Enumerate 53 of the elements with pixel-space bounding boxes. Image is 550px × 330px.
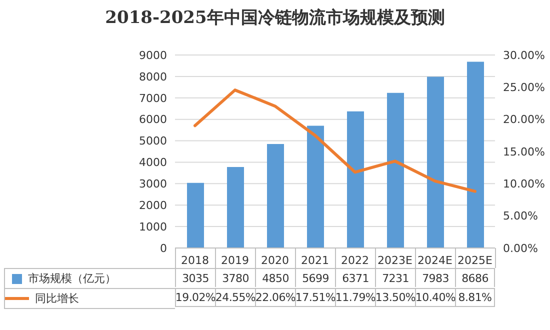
data-label: 8686 xyxy=(455,268,495,287)
data-label: 11.79% xyxy=(335,288,376,307)
bar xyxy=(347,111,364,248)
bar xyxy=(387,92,404,248)
chart-title: 2018-2025年中国冷链物流市场规模及预测 xyxy=(104,7,446,29)
y2-tick-label: 25.00% xyxy=(503,81,545,94)
x-tick-label: 2025E xyxy=(458,254,493,267)
data-label: 24.55% xyxy=(215,288,256,307)
data-label: 3780 xyxy=(215,268,255,287)
data-label: 22.06% xyxy=(255,288,296,307)
x-tick-label: 2020 xyxy=(261,254,289,267)
y-tick-label: 7000 xyxy=(139,92,167,105)
x-tick-label: 2024E xyxy=(418,254,453,267)
y-tick-label: 8000 xyxy=(139,70,167,84)
bar xyxy=(467,62,484,248)
data-label: 19.02% xyxy=(175,288,216,307)
y-tick-label: 3000 xyxy=(139,178,167,191)
y-tick-label: 5000 xyxy=(139,134,167,148)
y2-tick-label: 0.00% xyxy=(503,242,538,255)
y2-tick-label: 30.00% xyxy=(503,48,545,62)
bar xyxy=(187,182,204,248)
x-tick-label: 2021 xyxy=(301,254,329,267)
x-tick-label: 2023E xyxy=(378,254,413,267)
legend-label: 同比增长 xyxy=(35,291,79,306)
y-tick-label: 6000 xyxy=(139,113,167,126)
bar xyxy=(427,76,444,248)
x-tick-label: 2019 xyxy=(221,254,249,267)
line-series xyxy=(194,88,476,193)
bar xyxy=(307,126,324,248)
bar xyxy=(227,166,244,248)
data-label: 7231 xyxy=(375,268,415,287)
x-tick-label: 2022 xyxy=(341,254,369,267)
y-tick-label: 2000 xyxy=(139,199,167,212)
bar xyxy=(267,144,284,248)
data-label: 8.81% xyxy=(455,288,495,307)
y-tick-label: 4000 xyxy=(139,156,167,170)
y2-tick-label: 20.00% xyxy=(503,113,545,126)
y-tick-label: 0 xyxy=(160,242,167,255)
y-tick-label: 1000 xyxy=(139,220,167,234)
data-label: 17.51% xyxy=(295,288,336,307)
data-label: 13.50% xyxy=(375,288,416,307)
y2-tick-label: 15.00% xyxy=(503,145,545,158)
data-label: 5699 xyxy=(295,268,335,287)
y2-tick-label: 5.00% xyxy=(503,210,538,223)
data-label: 6371 xyxy=(335,268,375,287)
data-label: 10.40% xyxy=(415,288,456,307)
y-tick-label: 9000 xyxy=(139,48,167,62)
legend-label: 市场规模（亿元） xyxy=(28,271,116,286)
data-label: 7983 xyxy=(415,268,455,287)
data-label: 3035 xyxy=(175,268,215,287)
y2-tick-label: 10.00% xyxy=(503,178,545,191)
data-label: 4850 xyxy=(255,268,295,287)
x-tick-label: 2018 xyxy=(181,254,209,267)
